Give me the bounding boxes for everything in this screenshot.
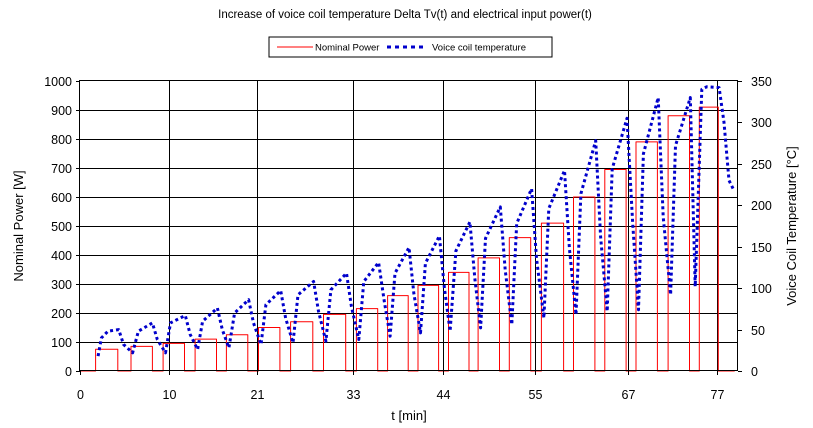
x-tick-label: 67 [622, 388, 636, 402]
series-line-nominal-power [80, 106, 735, 372]
y-tick-label-left: 300 [51, 278, 72, 292]
y-axis-label-left: Nominal Power [W] [11, 170, 26, 281]
y-tick-label-left: 900 [51, 104, 72, 118]
y-tick-label-left: 500 [51, 220, 72, 234]
x-tick-label: 77 [711, 388, 725, 402]
y-tick-label-right: 50 [751, 324, 765, 338]
x-axis-label: t [min] [391, 408, 426, 423]
y-axis-label-right: Voice Coil Temperature [°C] [784, 146, 799, 306]
gridlines [80, 81, 738, 371]
right-axis: 0 50 100 150 200 250 300 350 [738, 75, 772, 379]
x-tick-label: 55 [529, 388, 543, 402]
x-tick-label: 44 [437, 388, 451, 402]
y-tick-label-left: 600 [51, 191, 72, 205]
y-tick-label-right: 250 [751, 158, 772, 172]
y-tick-label-left: 200 [51, 307, 72, 321]
y-tick-label-left: 700 [51, 162, 72, 176]
x-tick-label: 33 [347, 388, 361, 402]
chart-title: Increase of voice coil temperature Delta… [218, 9, 592, 21]
plot-frame [79, 80, 738, 371]
left-axis: 0 100 200 300 400 500 600 700 800 900 1000 [44, 75, 80, 379]
series-layer [80, 85, 735, 372]
legend-label-voice-coil-temperature: Voice coil temperature [432, 43, 526, 54]
x-tick-label: 0 [77, 388, 84, 402]
y-tick-label-right: 0 [751, 365, 758, 379]
y-tick-label-left: 1000 [44, 75, 72, 89]
y-tick-label-right: 100 [751, 282, 772, 296]
y-tick-label-right: 350 [751, 75, 772, 89]
series-line-voice-coil-temperature [96, 85, 735, 357]
legend: Nominal Power Voice coil temperature [268, 36, 553, 58]
legend-label-nominal-power: Nominal Power [315, 43, 379, 54]
legend-box [268, 36, 553, 58]
x-axis: 0 10 21 33 44 55 67 77 [77, 371, 724, 402]
x-tick-label: 21 [251, 388, 265, 402]
y-tick-label-left: 400 [51, 249, 72, 263]
y-tick-label-left: 0 [65, 365, 72, 379]
y-tick-label-left: 100 [51, 336, 72, 350]
y-tick-label-right: 200 [751, 199, 772, 213]
x-tick-label: 10 [163, 388, 177, 402]
y-tick-label-right: 300 [751, 116, 772, 130]
y-tick-label-right: 150 [751, 241, 772, 255]
y-tick-label-left: 800 [51, 133, 72, 147]
